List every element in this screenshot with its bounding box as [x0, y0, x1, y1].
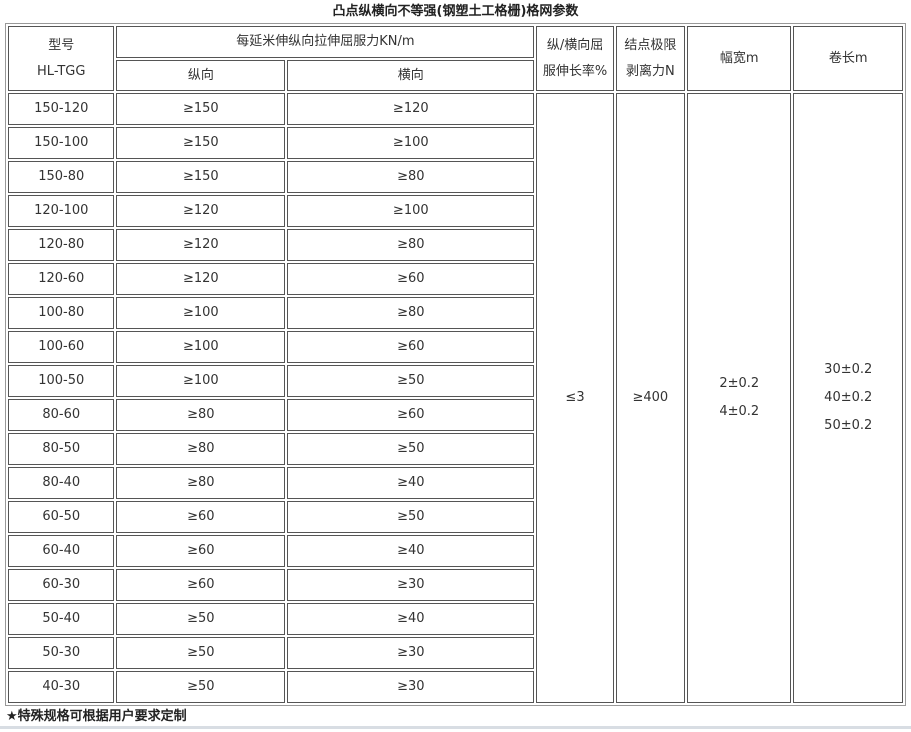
cell-transverse: ≥80	[287, 229, 535, 261]
cell-transverse: ≥100	[287, 195, 535, 227]
cell-model: 50-30	[8, 637, 115, 669]
table-row: 60-40 ≥60 ≥40	[8, 535, 903, 567]
header-strength: 每延米伸纵向拉伸屈服力KN/m	[116, 26, 535, 58]
cell-model: 150-100	[8, 127, 115, 159]
header-transverse: 横向	[287, 60, 535, 91]
header-peel-line1: 结点极限	[624, 37, 677, 53]
length-value: 30±0.2	[824, 362, 873, 377]
cell-transverse: ≥120	[287, 93, 535, 125]
cell-transverse: ≥60	[287, 331, 535, 363]
cell-longitudinal: ≥120	[116, 229, 286, 261]
cell-longitudinal: ≥120	[116, 195, 286, 227]
cell-model: 100-50	[8, 365, 115, 397]
cell-transverse: ≥60	[287, 399, 535, 431]
cell-transverse: ≥50	[287, 501, 535, 533]
cell-longitudinal: ≥60	[116, 569, 286, 601]
cell-longitudinal: ≥60	[116, 535, 286, 567]
table-row: 100-80 ≥100 ≥80	[8, 297, 903, 329]
length-value: 40±0.2	[824, 390, 873, 405]
cell-longitudinal: ≥100	[116, 365, 286, 397]
table-row: 60-30 ≥60 ≥30	[8, 569, 903, 601]
cell-transverse: ≥30	[287, 671, 535, 703]
cell-longitudinal: ≥150	[116, 127, 286, 159]
cell-transverse: ≥50	[287, 433, 535, 465]
cell-model: 150-80	[8, 161, 115, 193]
table-row: 80-50 ≥80 ≥50	[8, 433, 903, 465]
custom-spec-note: ★特殊规格可根据用户要求定制	[6, 709, 187, 724]
table-row: 120-60 ≥120 ≥60	[8, 263, 903, 295]
table-row: 50-40 ≥50 ≥40	[8, 603, 903, 635]
cell-longitudinal: ≥50	[116, 637, 286, 669]
cell-longitudinal: ≥80	[116, 467, 286, 499]
cell-transverse: ≥60	[287, 263, 535, 295]
cell-longitudinal: ≥150	[116, 161, 286, 193]
cell-elongation: ≤3	[536, 93, 614, 703]
cell-transverse: ≥30	[287, 637, 535, 669]
header-width: 幅宽m	[687, 26, 792, 91]
cell-transverse: ≥100	[287, 127, 535, 159]
cell-transverse: ≥40	[287, 467, 535, 499]
table-row: 60-50 ≥60 ≥50	[8, 501, 903, 533]
table-row: 150-100 ≥150 ≥100	[8, 127, 903, 159]
header-model-line2: HL-TGG	[37, 63, 86, 79]
cell-longitudinal: ≥100	[116, 331, 286, 363]
header-model: 型号 HL-TGG	[8, 26, 115, 91]
table-row: 100-60 ≥100 ≥60	[8, 331, 903, 363]
cell-transverse: ≥30	[287, 569, 535, 601]
cell-width: 2±0.2 4±0.2	[687, 93, 792, 703]
header-peel-line2: 剥离力N	[625, 63, 675, 79]
cell-transverse: ≥80	[287, 161, 535, 193]
header-longitudinal: 纵向	[116, 60, 286, 91]
cell-model: 150-120	[8, 93, 115, 125]
table-row: 150-80 ≥150 ≥80	[8, 161, 903, 193]
cell-model: 80-60	[8, 399, 115, 431]
cell-longitudinal: ≥50	[116, 671, 286, 703]
cell-transverse: ≥40	[287, 603, 535, 635]
cell-model: 120-80	[8, 229, 115, 261]
cell-model: 60-30	[8, 569, 115, 601]
table-row: 50-30 ≥50 ≥30	[8, 637, 903, 669]
cell-model: 120-60	[8, 263, 115, 295]
table-row: 120-80 ≥120 ≥80	[8, 229, 903, 261]
table-row: 80-40 ≥80 ≥40	[8, 467, 903, 499]
cell-transverse: ≥40	[287, 535, 535, 567]
cell-longitudinal: ≥120	[116, 263, 286, 295]
cell-model: 80-50	[8, 433, 115, 465]
cell-longitudinal: ≥80	[116, 399, 286, 431]
header-model-line1: 型号	[48, 37, 75, 53]
cell-model: 60-40	[8, 535, 115, 567]
cell-longitudinal: ≥60	[116, 501, 286, 533]
table-row: 80-60 ≥80 ≥60	[8, 399, 903, 431]
cell-longitudinal: ≥50	[116, 603, 286, 635]
width-value: 2±0.2	[719, 376, 760, 391]
cell-model: 50-40	[8, 603, 115, 635]
cell-longitudinal: ≥150	[116, 93, 286, 125]
cell-longitudinal: ≥100	[116, 297, 286, 329]
bottom-divider	[0, 726, 911, 729]
table-row: 150-120 ≥150 ≥120 ≤3 ≥400 2±0.2 4±0.2 30±0.2 40±…	[8, 93, 903, 703]
cell-longitudinal: ≥80	[116, 433, 286, 465]
spec-table: 型号 HL-TGG 每延米伸纵向拉伸屈服力KN/m 纵/横向屈 服伸长率% 结点…	[5, 23, 906, 706]
cell-model: 40-30	[8, 671, 115, 703]
cell-peel: ≥400	[615, 93, 685, 703]
cell-model: 100-80	[8, 297, 115, 329]
table-row: 100-50 ≥100 ≥50	[8, 365, 903, 397]
header-elongation: 纵/横向屈 服伸长率%	[536, 26, 614, 91]
table-row: 120-100 ≥120 ≥100	[8, 195, 903, 227]
header-length: 卷长m	[793, 26, 903, 91]
header-elongation-line1: 纵/横向屈	[546, 37, 604, 53]
cell-transverse: ≥50	[287, 365, 535, 397]
header-elongation-line2: 服伸长率%	[542, 63, 608, 79]
cell-model: 100-60	[8, 331, 115, 363]
cell-model: 120-100	[8, 195, 115, 227]
header-peel: 结点极限 剥离力N	[615, 26, 685, 91]
cell-model: 60-50	[8, 501, 115, 533]
table-row: 40-30 ≥50 ≥30	[8, 671, 903, 703]
width-value: 4±0.2	[719, 404, 760, 419]
length-value: 50±0.2	[824, 418, 873, 433]
cell-transverse: ≥80	[287, 297, 535, 329]
cell-model: 80-40	[8, 467, 115, 499]
cell-length: 30±0.2 40±0.2 50±0.2	[793, 93, 903, 703]
page-title: 凸点纵横向不等强(钢塑土工格栅)格网参数	[332, 4, 579, 19]
